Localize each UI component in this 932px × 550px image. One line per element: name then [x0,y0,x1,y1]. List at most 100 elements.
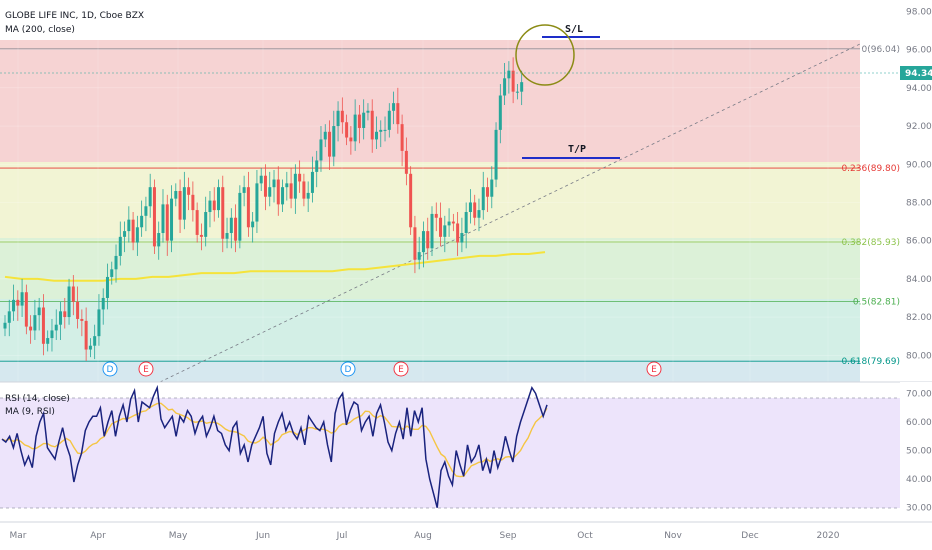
candle-body [24,292,28,327]
event-label: D [107,365,114,375]
ma200-path [4,251,546,282]
price-tick-label: 82.00 [906,313,932,323]
candle-body [323,131,327,140]
rsi-ma-label: MA (9, RSI) [5,407,55,417]
candle-body [118,236,122,256]
candle-body [131,219,135,243]
time-tick-label: Sep [500,531,517,541]
candle-body [157,233,161,247]
candle-body [507,70,511,79]
candle-body [417,252,421,260]
candle-body [515,91,519,93]
fib-level-label: 0.618(79.69) [841,357,900,367]
candle-body [439,217,443,237]
candle-body [229,217,233,234]
time-tick-label: Nov [664,531,682,541]
candle-body [481,187,485,211]
candle-body [298,173,302,182]
fib-level-label: 0.382(85.93) [841,238,900,248]
price-tick-label: 96.00 [906,46,932,56]
candle-body [486,187,490,197]
rsi-tick-label: 50.00 [906,447,932,457]
candle-body [221,187,225,239]
highlight-circle[interactable] [515,24,575,86]
candle-body [152,187,156,247]
candle-body [259,175,263,184]
candle-body [242,187,246,193]
candle-body [434,213,438,218]
candle-body [191,194,195,211]
candle-body [110,269,114,277]
sl-label: S/L [565,24,583,35]
candle-body [409,173,413,228]
candle-body [451,221,455,224]
candle-body [255,183,259,222]
candle-body [379,129,383,132]
rsi-line [1,384,548,508]
candle-body [178,191,182,220]
fib-level-label: 0.5(82.81) [853,298,900,308]
candle-body [76,301,80,319]
candle-body [182,187,186,220]
candle-body [328,131,332,157]
chart-title: GLOBE LIFE INC, 1D, Cboe BZX [5,11,144,21]
rsi-tick-label: 70.00 [906,389,932,399]
candle-body [251,221,255,228]
candle-body [404,150,408,174]
candle-body [71,286,75,302]
candle-body [12,299,16,312]
price-tick-label: 86.00 [906,237,932,247]
candle-body [93,336,97,346]
fib-levels: 0(96.04) 0.236(89.80) 0.382(85.93) 0.5(82.8… [0,45,900,367]
rsi-axis[interactable] [900,382,932,522]
earnings-icon[interactable] [138,361,154,377]
dividend-icon[interactable] [102,361,118,377]
earnings-icon[interactable] [393,361,409,377]
candle-body [114,255,118,270]
candles [3,57,524,361]
candle-body [54,324,58,331]
candle-body [84,320,88,350]
rsi-axis-ticks: 30.00 40.00 50.00 60.00 70.00 [906,389,932,513]
earnings-icon[interactable] [646,361,662,377]
candle-body [464,212,468,234]
candle-body [7,311,11,323]
indicator-label: MA (200, close) [5,25,75,35]
price-axis[interactable] [900,0,932,382]
price-axis-ticks: 80.00 82.00 84.00 86.00 88.00 90.00 92.00 94.00… [906,7,932,361]
candle-body [319,139,323,161]
candle-body [217,187,220,211]
candle-body [127,219,131,232]
event-label: E [651,365,657,375]
candle-body [370,110,374,140]
candle-body [33,315,37,331]
candle-body [400,124,404,151]
candle-body [208,200,212,213]
candle-body [392,103,396,111]
candle-body [105,276,109,298]
candle-body [520,82,524,92]
price-tick-label: 94.00 [906,84,932,94]
dividend-icon[interactable] [340,361,356,377]
candle-body [366,110,370,113]
candle-body [97,309,101,337]
tp-label: T/P [568,144,586,155]
last-price-value: 94.34 [905,69,932,79]
candle-body [246,187,250,228]
rsi-band [0,398,900,508]
candle-body [46,338,50,344]
candle-body [302,181,306,199]
candle-body [315,160,319,172]
candle-body [3,322,7,329]
time-axis[interactable]: Mar Apr May Jun Jul Aug Sep Oct Nov Dec 2020 [10,531,840,541]
price-tick-label: 88.00 [906,198,932,208]
ma200-line [4,251,546,282]
fib-level-label: 0(96.04) [861,45,900,55]
time-tick-label: Apr [90,531,106,541]
candle-body [20,292,24,306]
candle-body [80,318,84,321]
candle-body [276,179,280,205]
price-tick-label: 92.00 [906,122,932,132]
